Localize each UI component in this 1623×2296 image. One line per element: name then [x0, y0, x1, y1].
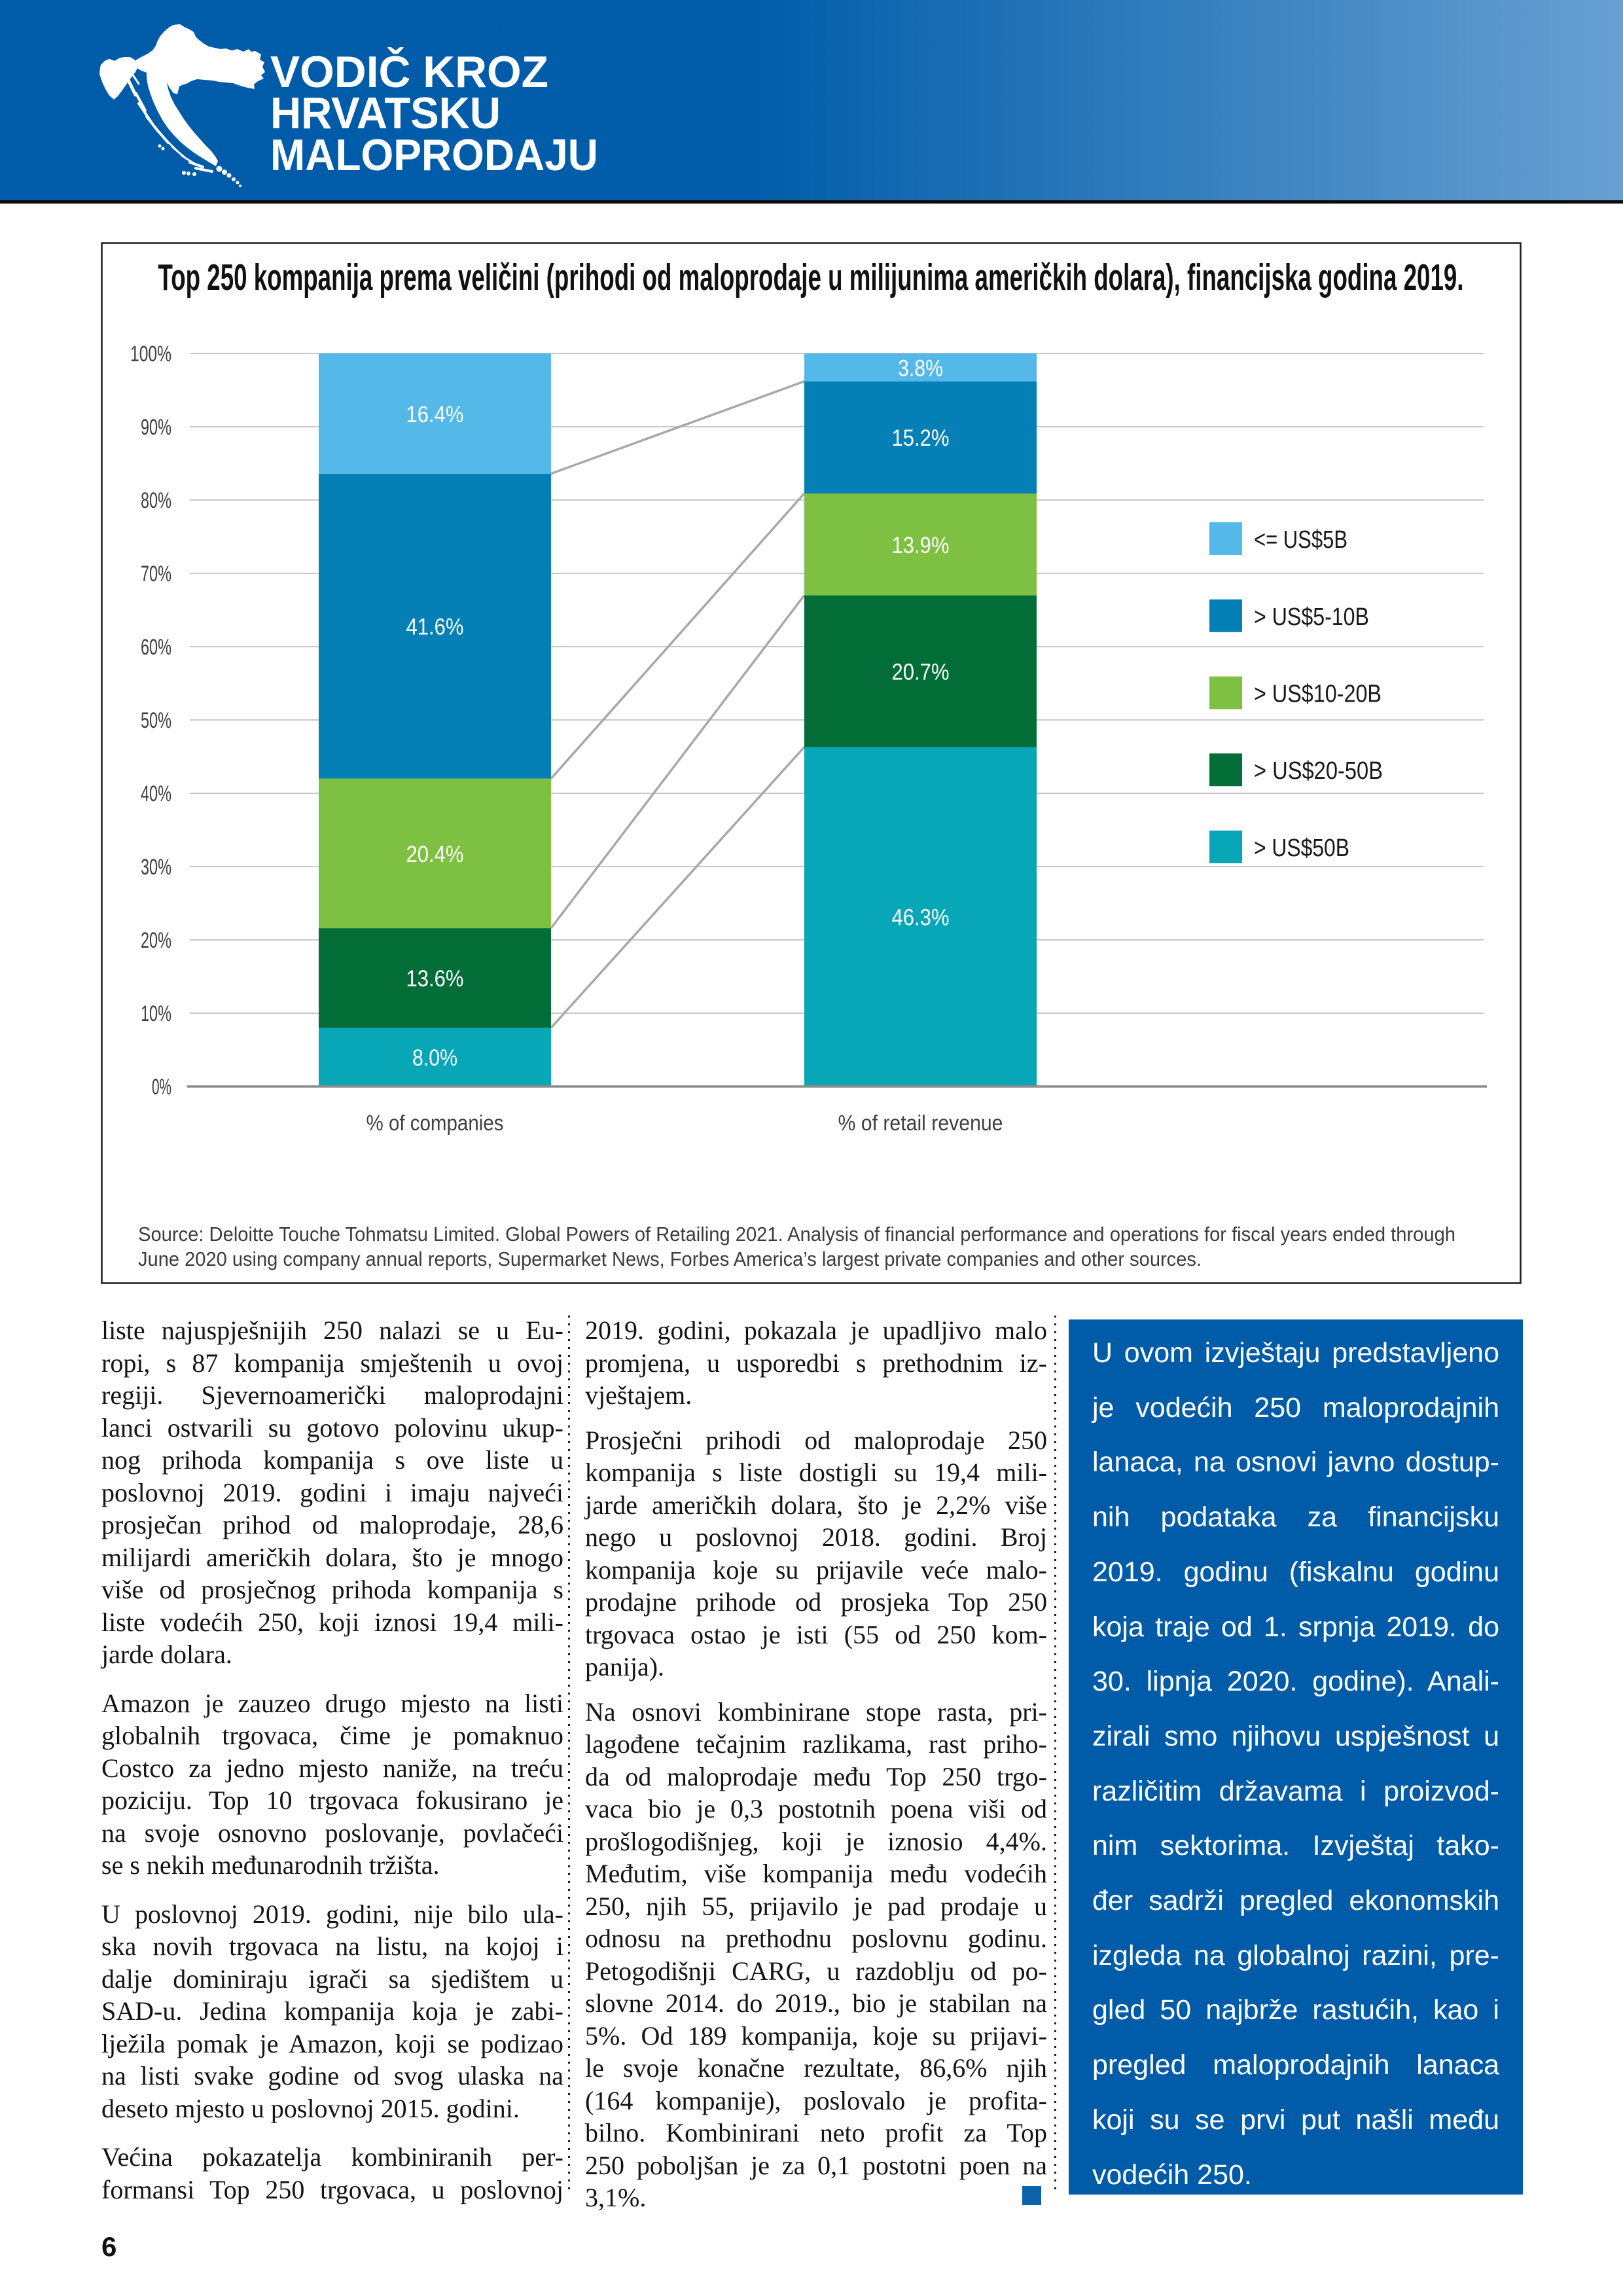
svg-text:<= US$5B: <= US$5B	[1254, 526, 1347, 554]
svg-text:8.0%: 8.0%	[412, 1045, 457, 1071]
svg-text:46.3%: 46.3%	[892, 905, 950, 931]
svg-text:VODIČ KROZ: VODIČ KROZ	[270, 46, 548, 97]
svg-text:20%: 20%	[141, 928, 171, 953]
svg-text:MALOPRODAJU: MALOPRODAJU	[270, 130, 598, 180]
svg-text:% of retail revenue: % of retail revenue	[838, 1111, 1003, 1135]
svg-text:70%: 70%	[141, 562, 171, 586]
svg-text:Top 250 kompanija prema veliči: Top 250 kompanija prema veličini (prihod…	[158, 257, 1464, 298]
svg-text:> US$20-50B: > US$20-50B	[1254, 757, 1383, 785]
svg-text:10%: 10%	[141, 1001, 171, 1026]
svg-text:16.4%: 16.4%	[406, 402, 464, 427]
svg-text:50%: 50%	[141, 708, 171, 733]
svg-text:30%: 30%	[141, 855, 171, 880]
svg-text:% of companies: % of companies	[366, 1111, 504, 1135]
svg-text:90%: 90%	[141, 415, 171, 440]
svg-text:15.2%: 15.2%	[892, 425, 950, 451]
svg-text:June 2020 using company annual: June 2020 using company annual reports, …	[138, 1247, 1202, 1270]
svg-text:0%: 0%	[152, 1075, 171, 1100]
svg-text:100%: 100%	[130, 342, 171, 367]
svg-text:> US$10-20B: > US$10-20B	[1254, 681, 1382, 708]
svg-text:40%: 40%	[141, 781, 171, 806]
svg-text:20.4%: 20.4%	[406, 842, 464, 867]
svg-text:41.6%: 41.6%	[406, 615, 464, 640]
svg-text:20.7%: 20.7%	[892, 660, 950, 685]
svg-text:13.9%: 13.9%	[892, 533, 950, 558]
svg-text:Source: Deloitte Touche Tohmat: Source: Deloitte Touche Tohmatsu Limited…	[138, 1223, 1455, 1246]
svg-text:> US$5-10B: > US$5-10B	[1254, 603, 1369, 631]
svg-text:HRVATSKU: HRVATSKU	[270, 88, 501, 138]
svg-text:3.8%: 3.8%	[898, 355, 943, 381]
svg-text:60%: 60%	[141, 635, 171, 660]
svg-text:13.6%: 13.6%	[406, 966, 464, 992]
svg-text:> US$50B: > US$50B	[1254, 834, 1349, 862]
svg-text:80%: 80%	[141, 488, 171, 513]
